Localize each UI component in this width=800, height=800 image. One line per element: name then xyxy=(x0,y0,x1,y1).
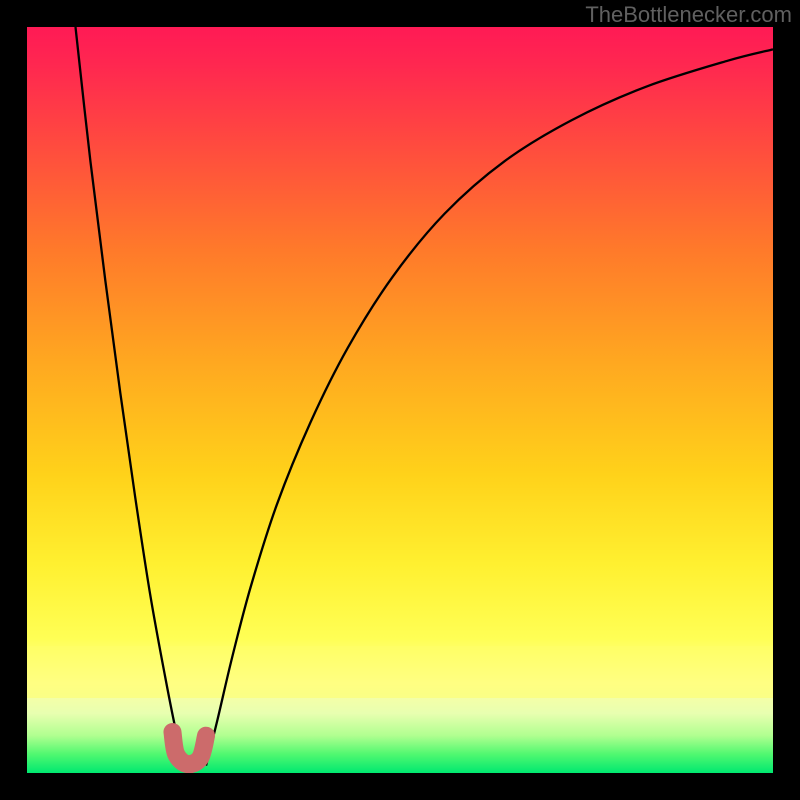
right-ascending-curve xyxy=(206,49,773,765)
border-left xyxy=(0,0,27,800)
watermark-text: TheBottlenecker.com xyxy=(585,2,792,28)
border-right xyxy=(773,0,800,800)
chart-container: TheBottlenecker.com xyxy=(0,0,800,800)
left-descending-curve xyxy=(75,27,185,766)
border-bottom xyxy=(0,773,800,800)
curves-layer xyxy=(0,0,800,800)
trough-u-marker xyxy=(172,732,206,764)
